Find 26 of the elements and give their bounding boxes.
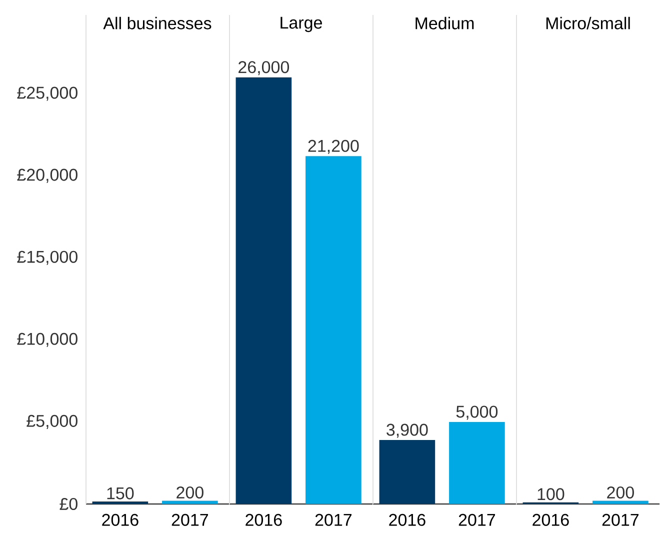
chart-title: Micro/small — [546, 16, 630, 30]
chart-title: All businesses — [103, 16, 212, 30]
y-tick-label: £10,000 — [17, 332, 78, 347]
x-tick-label: 2016 — [532, 514, 569, 526]
data-label: 150 — [107, 487, 134, 500]
x-tick-label: 2017 — [458, 514, 495, 526]
y-tick-label: £15,000 — [17, 250, 78, 265]
data-label: 5,000 — [456, 406, 498, 420]
data-label: 100 — [538, 488, 564, 500]
chart-title: Large — [280, 16, 322, 32]
y-tick-label: £0 — [60, 498, 78, 510]
y-tick-label: £5,000 — [26, 414, 78, 429]
x-tick-label: 2016 — [389, 514, 426, 526]
chart-title: Medium — [416, 16, 474, 30]
x-tick-label: 2017 — [602, 514, 638, 526]
x-tick-label: 2016 — [102, 514, 138, 526]
data-label: 3,900 — [386, 424, 428, 438]
y-tick-label: £25,000 — [17, 86, 78, 101]
data-label: 200 — [176, 486, 204, 499]
data-label: 21,200 — [308, 140, 359, 154]
data-label: 200 — [607, 486, 634, 499]
data-label: 26,000 — [238, 61, 290, 76]
x-tick-label: 2017 — [315, 514, 352, 526]
x-tick-label: 2016 — [246, 514, 282, 526]
x-tick-label: 2017 — [172, 514, 208, 526]
y-tick-label: £20,000 — [17, 168, 78, 183]
